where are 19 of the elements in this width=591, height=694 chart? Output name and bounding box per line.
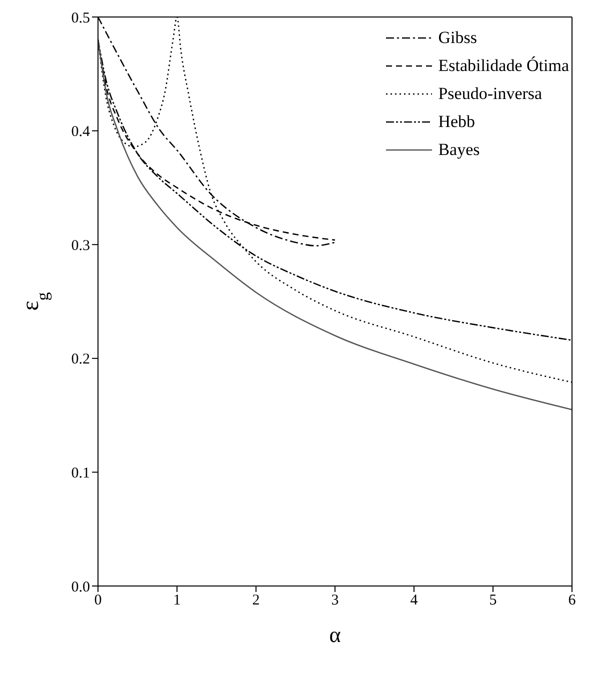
legend-label: Hebb — [438, 112, 476, 132]
x-tick-label: 5 — [489, 592, 497, 609]
legend-label: Pseudo-inversa — [438, 84, 542, 104]
legend-label: Estabilidade Ótima — [438, 56, 569, 76]
legend-label: Bayes — [438, 140, 480, 160]
x-tick-label: 4 — [410, 592, 418, 609]
x-tick-label: 6 — [568, 592, 576, 609]
y-tick-label: 0.0 — [71, 579, 90, 596]
y-tick-label: 0.3 — [71, 238, 90, 254]
legend-label: Gibss — [438, 28, 477, 48]
y-tick-label: 0.5 — [71, 10, 90, 26]
y-tick-label: 0.2 — [71, 352, 90, 368]
x-tick-label: 0 — [94, 592, 102, 609]
y-tick-label: 0.1 — [71, 466, 90, 482]
x-tick-label: 2 — [252, 592, 260, 609]
x-axis-title: α — [329, 622, 342, 647]
y-tick-label: 0.4 — [71, 124, 90, 140]
x-tick-label: 3 — [331, 592, 339, 609]
x-tick-label: 1 — [173, 592, 181, 609]
